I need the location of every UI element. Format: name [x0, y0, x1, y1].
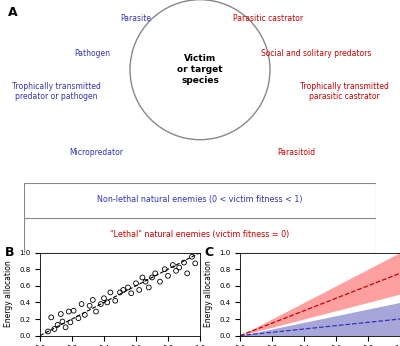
- Point: [82, 312, 88, 318]
- Text: Micropredator: Micropredator: [69, 148, 123, 157]
- Text: Pathogen: Pathogen: [74, 49, 110, 58]
- Point: [45, 329, 51, 334]
- Text: A: A: [8, 6, 18, 18]
- Point: [90, 297, 96, 303]
- Point: [120, 287, 126, 293]
- Point: [189, 254, 195, 260]
- Text: Victim
or target
species: Victim or target species: [177, 54, 223, 85]
- Point: [152, 271, 158, 276]
- Point: [170, 262, 176, 268]
- Point: [48, 315, 54, 320]
- Point: [173, 268, 179, 274]
- Text: C: C: [205, 246, 214, 259]
- Point: [176, 265, 182, 270]
- Point: [70, 308, 77, 313]
- Point: [112, 298, 118, 303]
- Y-axis label: Energy allocation: Energy allocation: [4, 261, 14, 327]
- Point: [75, 316, 82, 321]
- Point: [125, 285, 131, 290]
- Text: Non-lethal natural enemies (0 < victim fitness < 1): Non-lethal natural enemies (0 < victim f…: [97, 195, 303, 204]
- Point: [149, 275, 155, 280]
- Point: [128, 291, 134, 296]
- Point: [192, 261, 198, 266]
- Point: [54, 322, 61, 328]
- Point: [184, 271, 190, 276]
- Point: [66, 309, 72, 314]
- Point: [165, 273, 171, 279]
- Text: Parasitoid: Parasitoid: [277, 148, 315, 157]
- Point: [146, 285, 152, 290]
- Text: Social and solitary predators: Social and solitary predators: [261, 49, 371, 58]
- Text: Trophically transmitted
predator or pathogen: Trophically transmitted predator or path…: [12, 82, 100, 101]
- Point: [59, 319, 66, 324]
- Text: B: B: [5, 246, 14, 259]
- Point: [136, 287, 142, 293]
- Point: [51, 326, 58, 332]
- Point: [58, 311, 64, 317]
- Text: Parasite: Parasite: [120, 14, 152, 23]
- FancyBboxPatch shape: [24, 183, 376, 253]
- Point: [117, 290, 123, 295]
- Point: [139, 275, 146, 280]
- Text: Parasitic castrator: Parasitic castrator: [233, 14, 303, 23]
- Point: [107, 290, 114, 295]
- Text: "Lethal" natural enemies (victim fitness = 0): "Lethal" natural enemies (victim fitness…: [110, 230, 290, 239]
- Point: [93, 309, 99, 314]
- Point: [104, 300, 110, 305]
- Point: [78, 301, 85, 307]
- Point: [133, 281, 139, 286]
- Point: [67, 320, 74, 325]
- Point: [86, 303, 93, 309]
- Point: [181, 260, 187, 265]
- Point: [142, 279, 149, 284]
- Point: [162, 266, 168, 272]
- Text: Trophically transmitted
parasitic castrator: Trophically transmitted parasitic castra…: [300, 82, 388, 101]
- Point: [157, 279, 163, 284]
- Y-axis label: Energy allocation: Energy allocation: [204, 261, 214, 327]
- Point: [98, 301, 104, 307]
- Point: [101, 295, 107, 301]
- Point: [62, 325, 69, 330]
